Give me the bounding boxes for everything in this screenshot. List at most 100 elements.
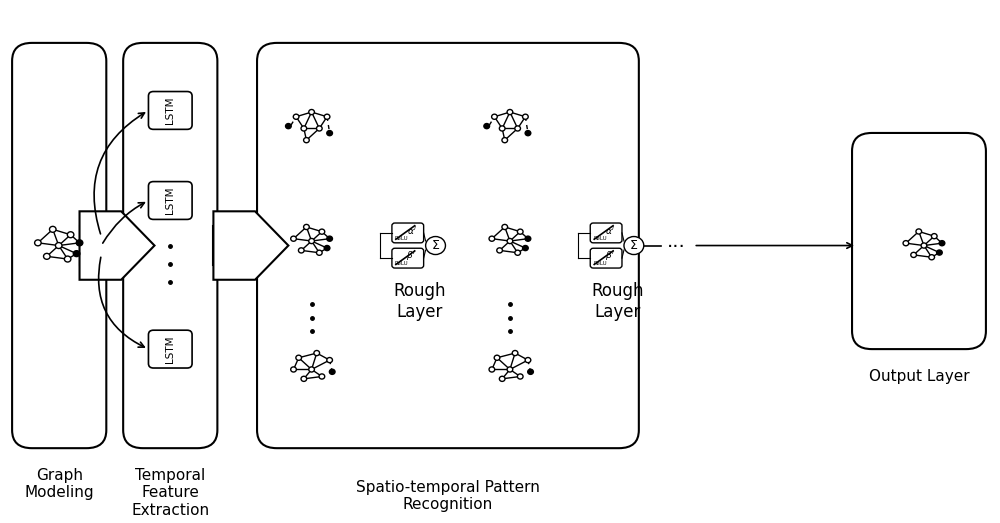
Text: $\Sigma$: $\Sigma$: [629, 239, 638, 252]
Circle shape: [507, 238, 513, 244]
Text: LSTM: LSTM: [165, 97, 175, 124]
Circle shape: [939, 241, 945, 246]
Circle shape: [502, 138, 508, 143]
Text: Output Layer: Output Layer: [869, 369, 969, 384]
FancyBboxPatch shape: [590, 248, 622, 268]
Circle shape: [931, 234, 937, 238]
FancyBboxPatch shape: [12, 43, 106, 448]
Circle shape: [494, 355, 500, 360]
Text: $\beta^l$: $\beta^l$: [406, 249, 417, 264]
Circle shape: [426, 236, 445, 255]
Circle shape: [286, 123, 291, 129]
Circle shape: [916, 229, 922, 234]
Circle shape: [324, 114, 330, 119]
FancyArrow shape: [80, 211, 155, 280]
Circle shape: [911, 252, 916, 257]
Text: ReLU: ReLU: [593, 262, 607, 266]
Circle shape: [319, 374, 325, 379]
Circle shape: [291, 367, 296, 372]
FancyArrow shape: [80, 226, 108, 265]
Circle shape: [921, 243, 927, 248]
Circle shape: [517, 374, 523, 379]
Text: LSTM: LSTM: [165, 187, 175, 214]
Circle shape: [293, 114, 299, 119]
Text: Rough
Layer: Rough Layer: [393, 282, 446, 321]
Text: LSTM: LSTM: [165, 335, 175, 363]
Circle shape: [327, 358, 332, 362]
Circle shape: [502, 224, 508, 230]
Circle shape: [64, 256, 71, 262]
Circle shape: [35, 240, 41, 246]
Circle shape: [309, 367, 314, 372]
Text: ReLU: ReLU: [395, 236, 409, 241]
Circle shape: [314, 350, 320, 356]
Circle shape: [515, 250, 520, 255]
Text: Temporal
Feature
Extraction: Temporal Feature Extraction: [131, 468, 209, 518]
Text: $\alpha^l$: $\alpha^l$: [407, 225, 417, 237]
Circle shape: [489, 367, 495, 372]
Circle shape: [76, 240, 83, 246]
Circle shape: [624, 236, 644, 255]
Circle shape: [929, 255, 935, 260]
Circle shape: [484, 123, 490, 129]
FancyBboxPatch shape: [148, 181, 192, 220]
Circle shape: [301, 376, 307, 381]
Circle shape: [55, 243, 62, 248]
Circle shape: [903, 241, 909, 246]
FancyBboxPatch shape: [392, 248, 424, 268]
Circle shape: [304, 138, 309, 143]
Circle shape: [309, 109, 314, 115]
Circle shape: [515, 126, 520, 131]
Circle shape: [327, 131, 332, 135]
Text: $\beta^l$: $\beta^l$: [605, 249, 615, 264]
Circle shape: [304, 224, 309, 230]
Circle shape: [49, 226, 56, 232]
Text: $\Sigma$: $\Sigma$: [431, 239, 440, 252]
Text: Spatio-temporal Pattern
Recognition: Spatio-temporal Pattern Recognition: [356, 480, 540, 512]
Circle shape: [316, 250, 322, 255]
Circle shape: [316, 126, 322, 131]
FancyBboxPatch shape: [590, 223, 622, 243]
Circle shape: [499, 126, 505, 131]
FancyBboxPatch shape: [257, 43, 639, 448]
FancyArrow shape: [213, 211, 288, 280]
Text: ReLU: ReLU: [395, 262, 409, 266]
Text: Graph
Modeling: Graph Modeling: [24, 468, 94, 501]
Circle shape: [319, 229, 325, 234]
Circle shape: [507, 109, 513, 115]
Circle shape: [309, 238, 314, 244]
Circle shape: [523, 114, 528, 119]
Circle shape: [329, 369, 335, 374]
Circle shape: [298, 248, 304, 253]
Circle shape: [528, 369, 533, 374]
Text: ReLU: ReLU: [593, 236, 607, 241]
Circle shape: [296, 355, 302, 360]
Circle shape: [73, 251, 80, 257]
Circle shape: [525, 358, 531, 362]
Circle shape: [517, 229, 523, 234]
Circle shape: [507, 367, 513, 372]
Circle shape: [489, 236, 495, 241]
Circle shape: [492, 114, 497, 119]
Circle shape: [497, 248, 502, 253]
Circle shape: [327, 236, 332, 241]
Circle shape: [324, 245, 330, 251]
FancyBboxPatch shape: [852, 133, 986, 349]
Circle shape: [525, 236, 531, 241]
FancyBboxPatch shape: [123, 43, 217, 448]
Text: ...: ...: [667, 232, 686, 251]
Text: Rough
Layer: Rough Layer: [592, 282, 644, 321]
Circle shape: [301, 126, 307, 131]
Text: $\alpha^l$: $\alpha^l$: [605, 225, 615, 237]
Circle shape: [937, 250, 942, 255]
Circle shape: [291, 236, 296, 241]
Circle shape: [44, 253, 50, 259]
Circle shape: [512, 350, 518, 356]
Circle shape: [67, 232, 74, 237]
FancyBboxPatch shape: [148, 92, 192, 129]
FancyArrow shape: [213, 226, 219, 265]
FancyBboxPatch shape: [392, 223, 424, 243]
FancyBboxPatch shape: [148, 330, 192, 368]
Circle shape: [499, 376, 505, 381]
Circle shape: [525, 131, 531, 135]
